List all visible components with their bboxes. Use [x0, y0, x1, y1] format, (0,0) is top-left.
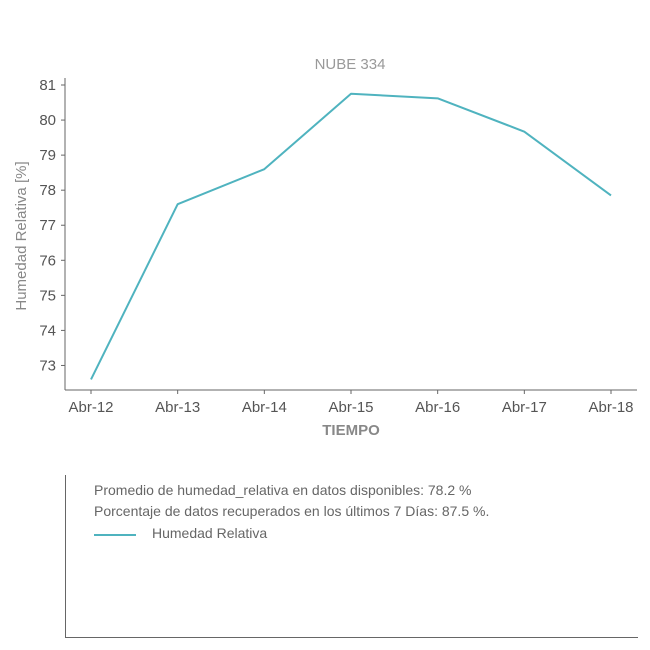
y-tick-label: 79 [39, 147, 56, 164]
x-tick-label: Abr-13 [155, 399, 200, 416]
x-tick-label: Abr-14 [242, 399, 287, 416]
y-tick-label: 73 [39, 357, 56, 374]
y-tick-label: 76 [39, 252, 56, 269]
chart: NUBE 334 73 74 75 76 77 78 79 80 81 Abr-12 Abr-13 Ab… [13, 56, 637, 439]
y-tick-label: 77 [39, 217, 56, 234]
legend-label: Humedad Relativa [152, 525, 268, 541]
y-tick-label: 75 [39, 287, 56, 304]
series-line [90, 92, 612, 380]
y-axis-title: Humedad Relativa [%] [13, 161, 30, 310]
y-tick-label: 80 [39, 112, 56, 129]
x-axis-title: TIEMPO [322, 422, 380, 439]
info-panel: Promedio de humedad_relativa en datos di… [65, 475, 638, 638]
chart-title: NUBE 334 [315, 56, 386, 73]
y-tick-label: 74 [39, 322, 56, 339]
y-tick-label: 81 [39, 77, 56, 94]
y-tick-label: 78 [39, 182, 56, 199]
data-recovery-text: Porcentaje de datos recuperados en los ú… [94, 503, 490, 519]
x-tick-label: Abr-16 [415, 399, 460, 416]
legend-swatch [94, 534, 136, 536]
x-tick-label: Abr-18 [588, 399, 633, 416]
average-humidity-text: Promedio de humedad_relativa en datos di… [94, 482, 472, 498]
x-tick-label: Abr-17 [502, 399, 547, 416]
x-tick-label: Abr-15 [328, 399, 373, 416]
x-tick-label: Abr-12 [68, 399, 113, 416]
